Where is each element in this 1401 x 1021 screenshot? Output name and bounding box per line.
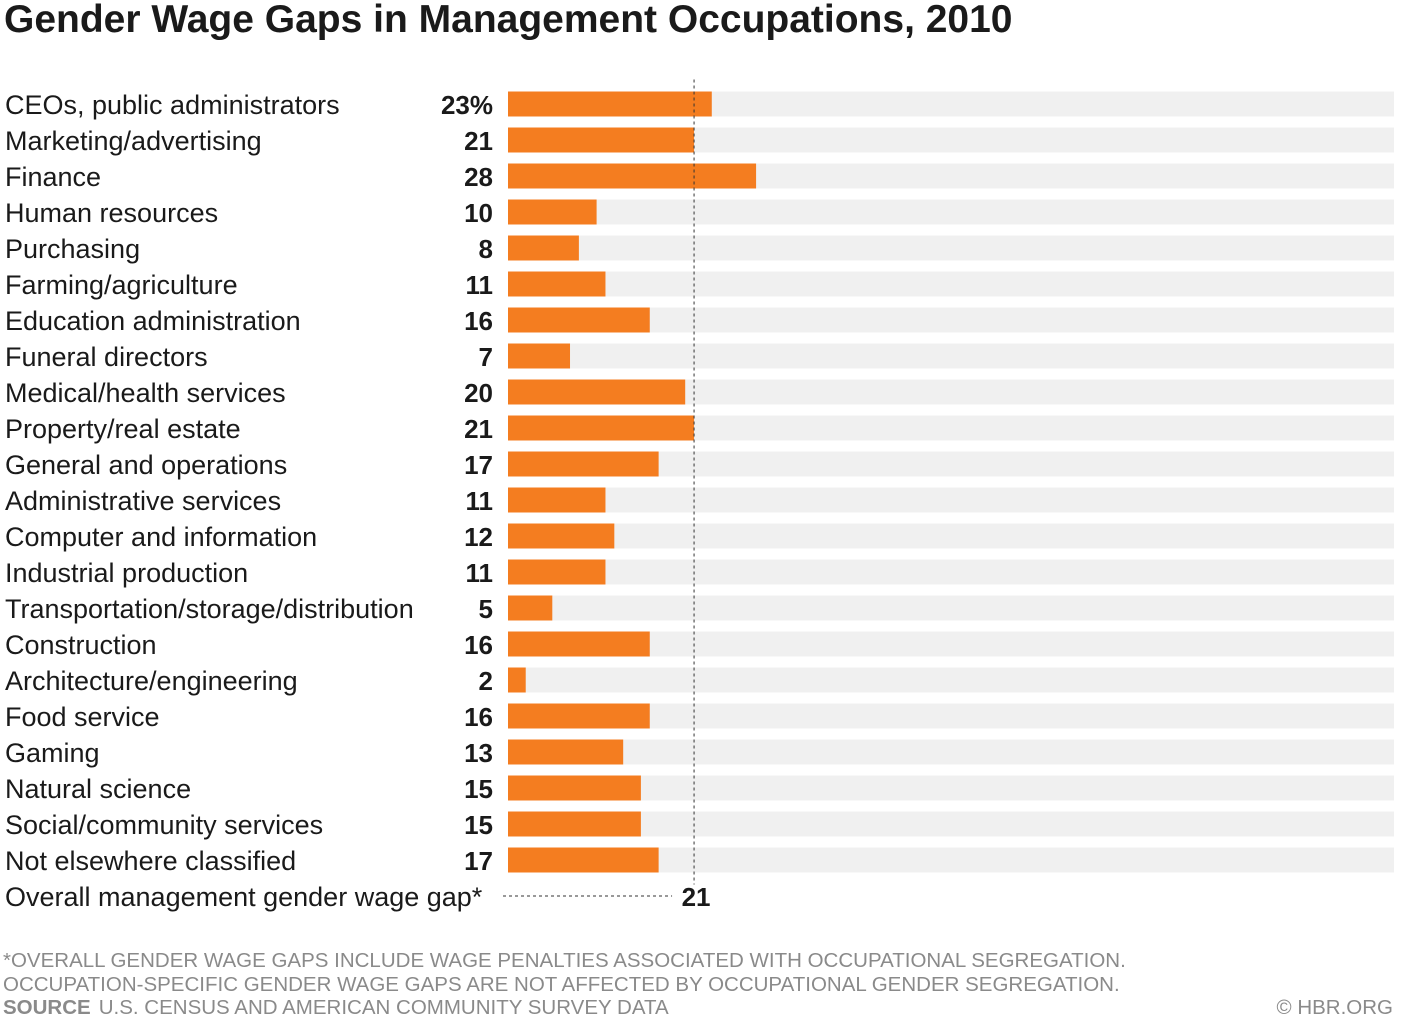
- category-label: Transportation/storage/distribution: [5, 594, 414, 624]
- bar-track: [508, 703, 1394, 729]
- bar: [508, 775, 641, 801]
- value-label: 16: [464, 630, 493, 660]
- value-label: 10: [464, 198, 493, 228]
- bar: [508, 523, 615, 549]
- bar: [508, 235, 579, 261]
- bar-track: [508, 775, 1394, 801]
- value-label: 8: [479, 234, 493, 264]
- source-text: U.S. CENSUS AND AMERICAN COMMUNITY SURVE…: [98, 996, 669, 1019]
- bars: [508, 91, 757, 873]
- value-label: 15: [464, 774, 493, 804]
- bar-track: [508, 559, 1394, 585]
- category-label: Administrative services: [5, 486, 281, 516]
- category-label: Social/community services: [5, 810, 323, 840]
- category-label: Marketing/advertising: [5, 126, 262, 156]
- value-label: 15: [464, 810, 493, 840]
- value-label: 13: [464, 738, 493, 768]
- bar: [508, 595, 553, 621]
- bar: [508, 415, 695, 441]
- category-label: Funeral directors: [5, 342, 208, 372]
- value-label: 16: [464, 702, 493, 732]
- value-label: 5: [479, 594, 493, 624]
- value-label: 21: [464, 414, 493, 444]
- category-label: Education administration: [5, 306, 301, 336]
- category-label: Medical/health services: [5, 378, 286, 408]
- value-label: 11: [466, 558, 494, 588]
- bar: [508, 703, 650, 729]
- bar-track: [508, 271, 1394, 297]
- category-label: General and operations: [5, 450, 287, 480]
- bar: [508, 739, 624, 765]
- bar-track: [508, 307, 1394, 333]
- value-label: 11: [466, 486, 494, 516]
- bar: [508, 847, 659, 873]
- category-label: Industrial production: [5, 558, 248, 588]
- bar: [508, 271, 606, 297]
- value-label: 20: [464, 378, 493, 408]
- value-label: 17: [464, 450, 493, 480]
- bar-track: [508, 343, 1394, 369]
- chart-title: Gender Wage Gaps in Management Occupatio…: [4, 0, 1013, 41]
- bar: [508, 163, 757, 189]
- source-label: SOURCE: [3, 996, 91, 1019]
- bar: [508, 379, 686, 405]
- bar: [508, 559, 606, 585]
- bar-track: [508, 199, 1394, 225]
- value-labels: 23% 21 28 10 8 11 16 7 20 21 17 11 12 11 5 16 2 16 13 15 15 1…: [441, 90, 493, 876]
- bar-track: [508, 523, 1394, 549]
- value-label: 23%: [441, 90, 493, 120]
- bar: [508, 811, 641, 837]
- category-label: Food service: [5, 702, 160, 732]
- category-label: Finance: [5, 162, 101, 192]
- category-label: Property/real estate: [5, 414, 241, 444]
- category-label: CEOs, public administrators: [5, 90, 340, 120]
- reference-value-label: 21: [682, 882, 711, 912]
- value-label: 21: [464, 126, 493, 156]
- footnote-line-2: OCCUPATION-SPECIFIC GENDER WAGE GAPS ARE…: [3, 973, 1120, 996]
- bar: [508, 199, 597, 225]
- category-label: Not elsewhere classified: [5, 846, 296, 876]
- footnote-line-1: *OVERALL GENDER WAGE GAPS INCLUDE WAGE P…: [3, 949, 1126, 972]
- bar-track: [508, 631, 1394, 657]
- value-label: 11: [466, 270, 494, 300]
- category-label: Architecture/engineering: [5, 666, 298, 696]
- value-label: 2: [479, 666, 493, 696]
- category-label: Farming/agriculture: [5, 270, 238, 300]
- value-label: 12: [464, 522, 493, 552]
- value-label: 28: [464, 162, 493, 192]
- value-label: 7: [479, 342, 493, 372]
- category-label: Construction: [5, 630, 157, 660]
- bar: [508, 487, 606, 513]
- bar: [508, 451, 659, 477]
- bar-track: [508, 739, 1394, 765]
- reference-label: Overall management gender wage gap*: [5, 882, 483, 912]
- bar-track: [508, 811, 1394, 837]
- category-labels: CEOs, public administrators Marketing/adv…: [5, 90, 414, 876]
- source-line: SOURCE U.S. CENSUS AND AMERICAN COMMUNITY…: [3, 996, 669, 1020]
- bar-track: [508, 235, 1394, 261]
- category-label: Purchasing: [5, 234, 140, 264]
- category-label: Gaming: [5, 738, 100, 768]
- bar-track: [508, 595, 1394, 621]
- reference-line-group: Overall management gender wage gap* 21: [5, 79, 711, 912]
- value-label: 16: [464, 306, 493, 336]
- credit-text: © HBR.ORG: [1276, 996, 1393, 1019]
- bar-track: [508, 667, 1394, 693]
- bar: [508, 91, 712, 117]
- category-label: Natural science: [5, 774, 191, 804]
- bar: [508, 127, 695, 153]
- value-label: 17: [464, 846, 493, 876]
- bar: [508, 343, 571, 369]
- category-label: Computer and information: [5, 522, 317, 552]
- category-label: Human resources: [5, 198, 218, 228]
- bar-track: [508, 487, 1394, 513]
- bar-tracks: [508, 91, 1394, 873]
- bar: [508, 307, 650, 333]
- bar: [508, 631, 650, 657]
- bar: [508, 667, 526, 693]
